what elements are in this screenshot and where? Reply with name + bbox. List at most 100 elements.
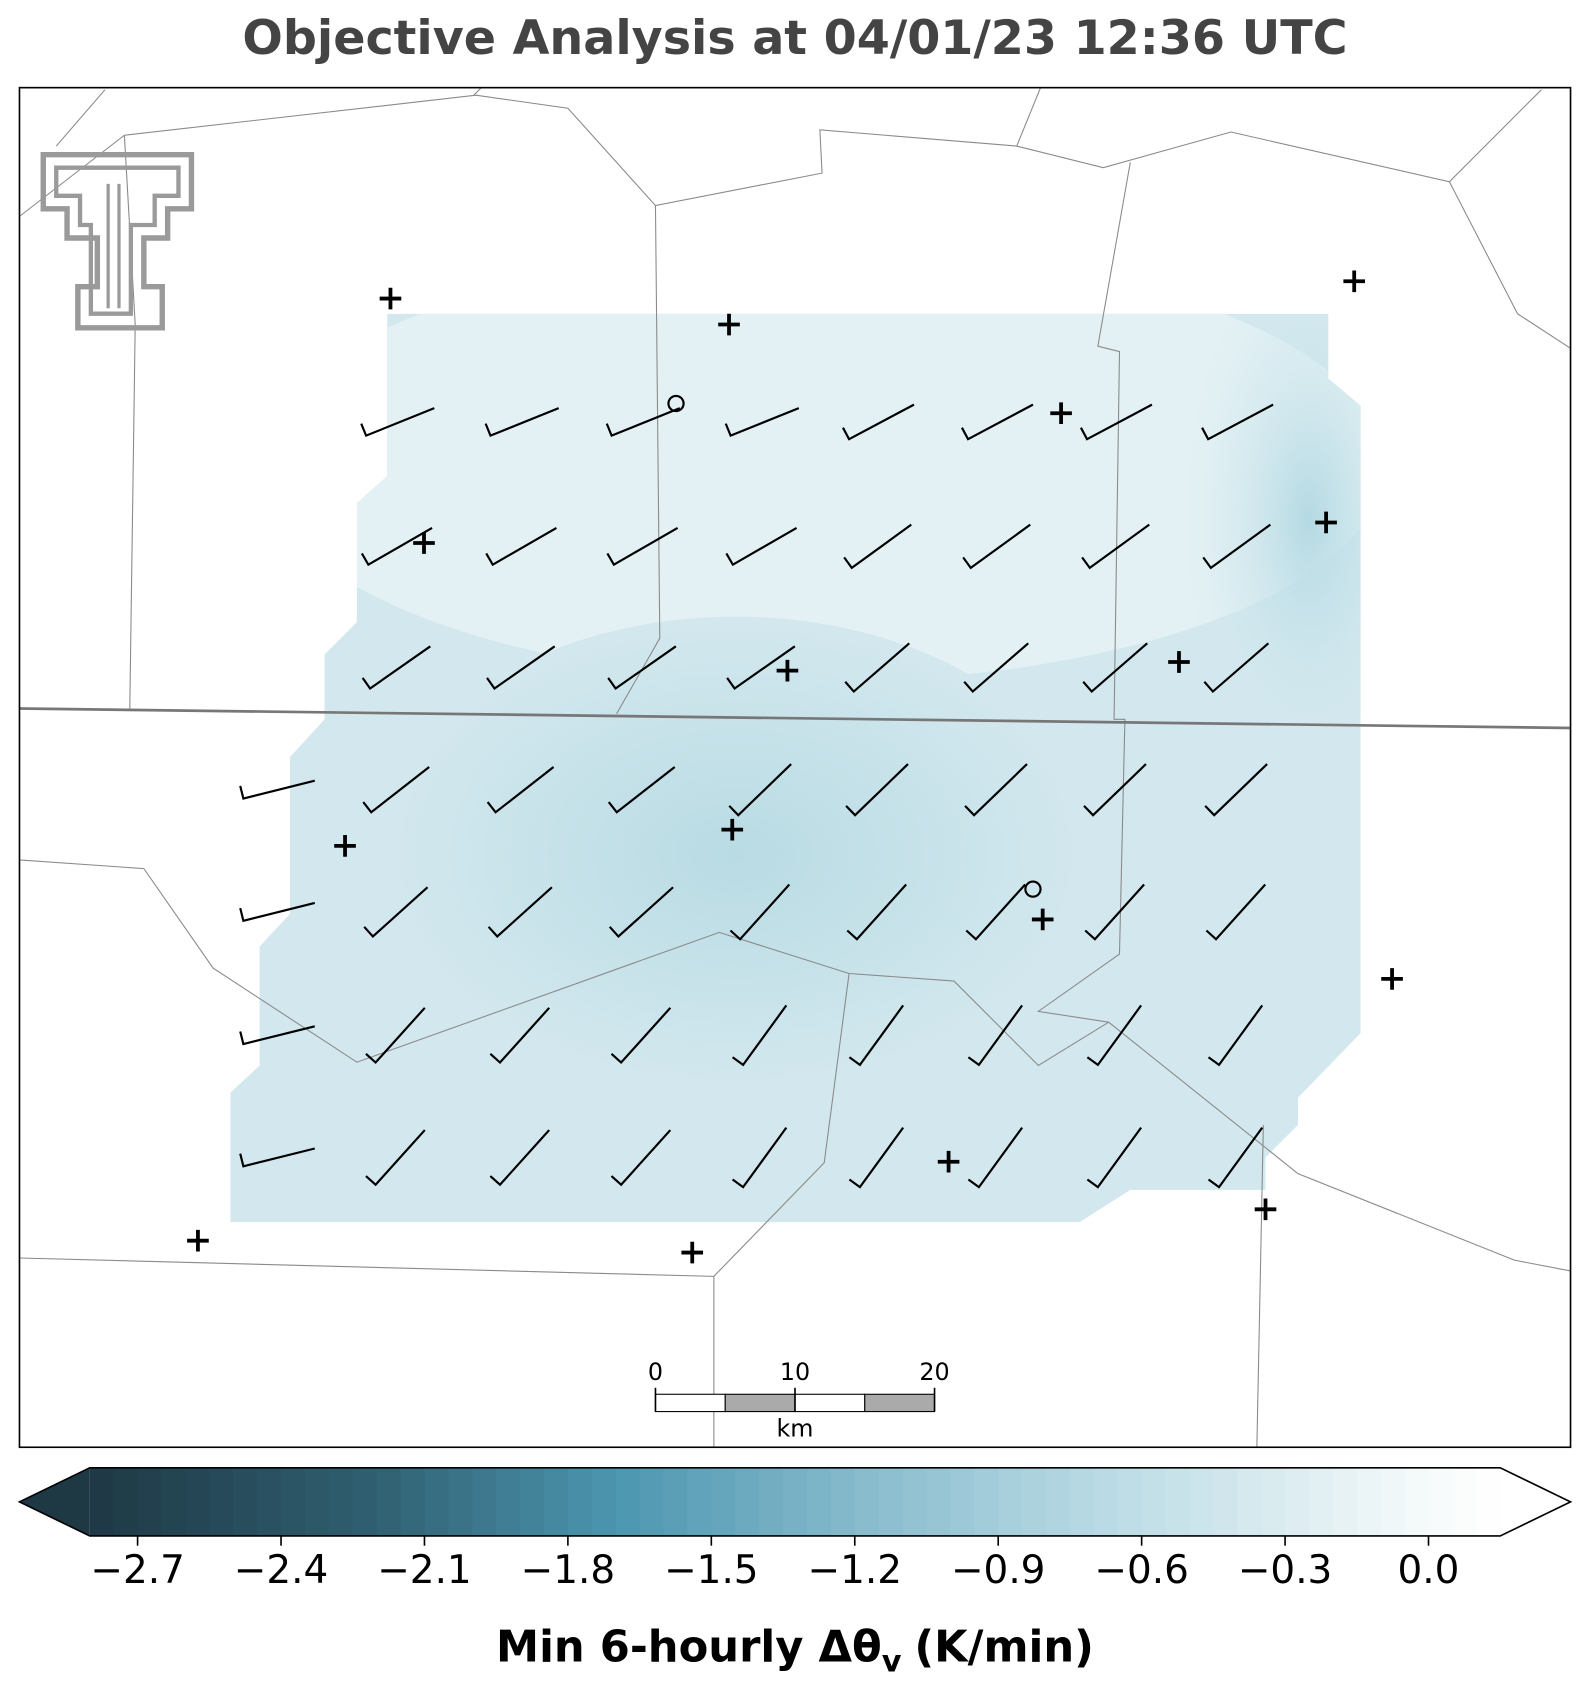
colorbar-tick-label: −2.7: [90, 1548, 185, 1593]
colorbar-tick-label: 0.0: [1398, 1548, 1460, 1593]
wind-barb: [726, 645, 796, 691]
colorbar-band: [567, 1467, 593, 1536]
wind-barb: [239, 1025, 316, 1046]
wind-barb: [239, 901, 316, 923]
colorbar-band: [902, 1467, 928, 1536]
colorbar-band: [1141, 1467, 1167, 1536]
wind-barb: [1207, 1126, 1264, 1189]
scale-tick-label: 20: [919, 1358, 949, 1386]
colorbar-band: [161, 1467, 187, 1536]
wind-barb: [610, 1129, 672, 1187]
colorbar-band: [1332, 1467, 1358, 1536]
station-circle: [667, 394, 685, 413]
colorbar-band: [376, 1467, 402, 1536]
colorbar-band: [1165, 1467, 1191, 1536]
colorbar-band: [1189, 1467, 1215, 1536]
colorbar: −2.7 −2.4 −2.1 −1.8 −1.5 −1.2 −0.9 −0.6 −0.3 0.0: [17, 1467, 1573, 1593]
wind-barb: [731, 1126, 788, 1189]
colorbar-band: [233, 1467, 258, 1536]
station-marker: [718, 313, 740, 336]
colorbar-band: [1285, 1467, 1310, 1536]
colorbar-tick-label: −0.9: [951, 1548, 1046, 1593]
wind-barb: [487, 886, 553, 938]
wind-barb: [608, 886, 674, 938]
colorbar-band: [1213, 1467, 1238, 1536]
colorbar-band: [400, 1467, 426, 1536]
colorbar-band: [1093, 1467, 1119, 1536]
wind-barb: [607, 645, 677, 691]
wind-barb: [1203, 642, 1270, 694]
observations: [187, 270, 1403, 1264]
colorbar-band: [89, 1467, 115, 1536]
wind-barb: [1204, 763, 1268, 817]
label-sub: v: [882, 1644, 902, 1679]
colorbar-band: [257, 1467, 282, 1536]
wind-barb: [967, 1126, 1024, 1189]
colorbar-outline: [17, 1467, 1573, 1537]
colorbar-band: [759, 1467, 784, 1536]
station-marker: [776, 659, 799, 682]
wind-barb: [724, 407, 800, 438]
colorbar-band: [209, 1467, 234, 1536]
station-marker: [681, 1241, 704, 1264]
colorbar-band: [496, 1467, 521, 1536]
scale-segment: [724, 1393, 796, 1413]
scale-tick-label: 0: [648, 1358, 663, 1386]
colorbar-band: [1428, 1467, 1454, 1536]
wind-barb: [844, 642, 910, 694]
colorbar-band: [185, 1467, 210, 1536]
scale-bar: km 0 10 20: [648, 1358, 950, 1442]
wind-barb: [964, 763, 1028, 817]
colorbar-band: [1476, 1467, 1501, 1536]
colorbar-band: [1308, 1467, 1334, 1536]
scale-segment: [794, 1393, 866, 1413]
station-marker: [1031, 908, 1054, 931]
wind-barb: [846, 883, 907, 941]
wind-barb: [1082, 642, 1148, 694]
colorbar-band: [113, 1467, 139, 1536]
station-marker: [1381, 968, 1403, 990]
colorbar-band: [304, 1467, 330, 1536]
title: Objective Analysis at 04/01/23 12:36 UTC: [242, 11, 1347, 66]
wind-barb: [848, 1004, 905, 1067]
colorbar-tick-label: −2.4: [234, 1548, 329, 1593]
colorbar-band: [1117, 1467, 1143, 1536]
station-marker: [1315, 511, 1337, 534]
wind-barb: [729, 883, 791, 941]
wind-barb: [1207, 1004, 1264, 1067]
logo: [40, 152, 195, 331]
colorbar-band: [735, 1467, 760, 1536]
colorbar-band: [615, 1467, 641, 1536]
colorbar-band: [1356, 1467, 1382, 1536]
wind-barb: [843, 523, 912, 570]
station-marker: [1254, 1198, 1277, 1221]
colorbar-tick-label: −0.6: [1094, 1548, 1189, 1593]
colorbar-band: [926, 1467, 952, 1536]
wind-barb: [484, 407, 560, 438]
colorbar-band: [783, 1467, 808, 1536]
scale-tick-label: 10: [780, 1358, 810, 1386]
colorbar-tick-label: −0.3: [1238, 1548, 1333, 1593]
wind-barb: [965, 883, 1026, 941]
wind-barb: [848, 1126, 905, 1189]
colorbar-band: [806, 1467, 832, 1536]
station-circle: [1024, 880, 1042, 898]
wind-barb: [486, 766, 555, 814]
wind-barb: [1083, 763, 1147, 817]
wind-barb: [362, 766, 430, 814]
analysis-field: [230, 313, 1361, 1223]
wind-barb: [845, 763, 909, 817]
colorbar-band: [352, 1467, 378, 1536]
wind-barb: [360, 407, 435, 438]
wind-barb: [728, 763, 792, 817]
map-frame: [18, 86, 1572, 1449]
colorbar-band: [854, 1467, 880, 1536]
colorbar-band: [1404, 1467, 1430, 1536]
wind-barb: [1084, 883, 1145, 941]
wind-barb: [963, 642, 1029, 694]
wind-barb: [365, 1129, 426, 1187]
colorbar-tick-label: −1.2: [808, 1548, 903, 1593]
label-unit: (K/min): [914, 1622, 1094, 1672]
colorbar-band: [591, 1467, 617, 1536]
